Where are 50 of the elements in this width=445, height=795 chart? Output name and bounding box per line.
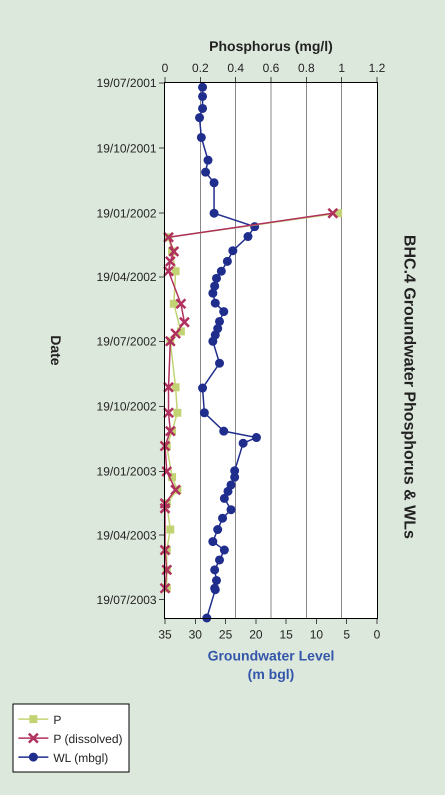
y-tick-label: 19/07/2003 <box>96 592 157 607</box>
point <box>159 440 171 452</box>
y-axis-title: Date <box>48 335 64 366</box>
y-tick-label: 19/07/2002 <box>96 334 157 348</box>
point <box>162 407 174 419</box>
x-tick-label: 30 <box>188 627 202 642</box>
point <box>178 316 190 328</box>
text: BHC.4 Groundwater Phosphorus & WLs <box>400 234 418 540</box>
point <box>159 544 171 556</box>
x2-tick-label: 0 <box>162 61 169 76</box>
x2-tick-label: 1.2 <box>368 61 386 76</box>
x-tick-label: 20 <box>249 627 263 642</box>
point <box>159 502 171 514</box>
x-tick-label: 10 <box>310 627 324 642</box>
y-tick-label: 19/10/2001 <box>96 141 157 156</box>
x-tick-label: 25 <box>218 627 233 642</box>
x2-tick-label: 0.2 <box>192 61 209 76</box>
x2-tick-label: 1 <box>338 61 346 76</box>
point <box>161 466 173 478</box>
y-tick-label: 19/01/2003 <box>96 464 157 479</box>
y-tick-label: 19/01/2002 <box>96 206 157 220</box>
x2-axis-title: Phosphorus (mg/l) <box>209 38 333 54</box>
x2-tick-label: 0.8 <box>298 61 315 76</box>
x-tick-label: 5 <box>343 627 350 642</box>
point <box>168 246 180 258</box>
point <box>170 328 182 340</box>
point <box>175 298 187 310</box>
point <box>327 207 339 219</box>
point <box>162 382 174 394</box>
point <box>164 425 176 437</box>
y-tick-label: 19/07/2001 <box>96 76 157 90</box>
x2-tick-label: 0.4 <box>227 61 244 76</box>
point <box>159 498 171 510</box>
point <box>159 582 171 594</box>
point <box>162 265 174 277</box>
y-tick-label: 19/04/2003 <box>96 528 157 542</box>
legend-label: P (dissolved) <box>53 732 123 746</box>
legend-label: P <box>53 712 62 727</box>
point <box>166 526 174 534</box>
point <box>173 408 182 417</box>
x-tick-label: 35 <box>158 627 172 642</box>
legend-label: WL (mbgl) <box>53 750 108 765</box>
x-axis-title: Groundwater Level (m bgl) <box>208 648 334 682</box>
x2-tick-label: 0.6 <box>262 61 280 76</box>
y-tick-label: 19/04/2002 <box>96 270 157 284</box>
x-tick-label: 15 <box>279 627 294 642</box>
y-tick-label: 19/10/2002 <box>96 400 157 414</box>
point <box>164 256 176 268</box>
x-tick-label: 0 <box>374 627 381 642</box>
point <box>170 484 182 496</box>
